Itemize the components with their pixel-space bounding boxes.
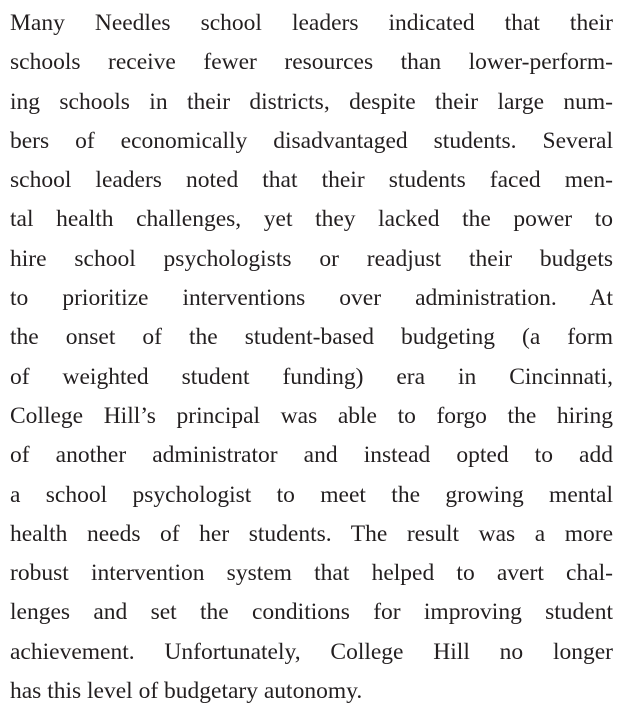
text-line: ing schools in their districts, despite … (10, 88, 613, 115)
text-line: school leaders noted that their students… (10, 167, 613, 194)
text-line: tal health challenges, yet they lacked t… (10, 206, 613, 233)
text-line: achievement. Unfortunately, College Hill… (10, 638, 613, 665)
text-line: bers of economically disadvantaged stude… (10, 127, 613, 154)
text-line: of weighted student funding) era in Cinc… (10, 363, 613, 390)
text-line: of another administrator and instead opt… (10, 442, 613, 469)
text-line: robust intervention system that helped t… (10, 560, 613, 587)
text-line: to prioritize interventions over adminis… (10, 285, 613, 312)
text-line: College Hill’s principal was able to for… (10, 402, 613, 429)
text-line: health needs of her students. The result… (10, 520, 613, 547)
text-line: a school psychologist to meet the growin… (10, 481, 613, 508)
text-line: hire school psychologists or readjust th… (10, 245, 613, 272)
text-line: has this level of budgetary autonomy. (10, 678, 363, 705)
text-line: schools receive fewer resources than low… (10, 49, 613, 76)
text-line: lenges and set the conditions for improv… (10, 599, 613, 626)
text-line: Many Needles school leaders indicated th… (10, 10, 613, 36)
text-line: the onset of the student-based budgeting… (10, 324, 613, 351)
